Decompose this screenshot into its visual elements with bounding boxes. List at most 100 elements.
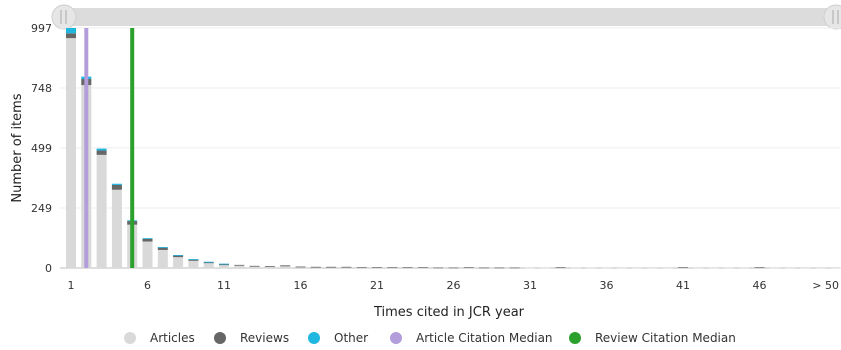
bar-articles-47: [769, 267, 780, 269]
bar-articles-44: [723, 267, 734, 269]
bar-reviews-28: [479, 267, 490, 269]
bar-articles-45: [739, 267, 750, 269]
bar-reviews-10: [203, 261, 214, 264]
legend-label: Other: [334, 331, 368, 345]
bar-articles-37: [616, 267, 627, 269]
bar-articles-7: [157, 249, 168, 268]
bar-articles-43: [708, 267, 719, 269]
bar-articles-1: [66, 38, 76, 268]
bar-other-10: [203, 261, 214, 263]
y-tick-label: 997: [31, 22, 52, 35]
bar-reviews-30: [509, 267, 520, 269]
legend: Articles Reviews Other Article Citation Med…: [124, 331, 736, 345]
bar-other-3: [96, 148, 107, 151]
bar-articles-19: [341, 267, 352, 269]
bar-articles-50: [815, 267, 826, 269]
y-axis-ticks: 0 249 499 748 997: [31, 22, 52, 275]
legend-swatch: [569, 332, 581, 344]
bar-articles-48: [785, 267, 796, 269]
legend-swatch: [124, 332, 136, 344]
bar-other-9: [188, 259, 199, 260]
bar-reviews-26: [448, 267, 459, 269]
y-tick-label: 499: [31, 142, 52, 155]
y-axis-label: Number of items: [10, 93, 25, 202]
zoom-handle-right[interactable]: [823, 4, 841, 30]
legend-swatch: [308, 332, 320, 344]
y-tick-label: 0: [45, 262, 52, 275]
bar-articles-4: [111, 189, 122, 268]
bar-reviews-18: [326, 266, 337, 268]
legend-swatch: [390, 332, 402, 344]
zoom-scrollbar-track[interactable]: [52, 8, 838, 26]
bar-other-6: [142, 238, 153, 239]
legend-label: Article Citation Median: [416, 331, 553, 345]
bar-reviews-1: [66, 33, 76, 39]
median-lines: [84, 28, 135, 268]
y-tick-label: 249: [31, 202, 52, 215]
bar-reviews-20: [356, 267, 367, 269]
bar-reviews-29: [494, 267, 505, 269]
y-tick-label: 748: [31, 82, 52, 95]
bar-articles-34: [570, 267, 581, 269]
zoom-scrollbar[interactable]: [51, 4, 841, 30]
bar-reviews-23: [402, 267, 413, 269]
x-axis-ticks: 1 6 11 16 21 26 31 36 41 46 > 50: [68, 279, 840, 292]
x-tick-label: 6: [144, 279, 151, 292]
bar-articles-15: [280, 266, 291, 268]
x-tick-label: 26: [447, 279, 461, 292]
bar-reviews-15: [280, 265, 291, 267]
bar-reviews-41: [678, 267, 688, 269]
bar-articles-31: [525, 267, 535, 269]
bar-other-4: [111, 183, 122, 185]
legend-label: Review Citation Median: [595, 331, 736, 345]
x-tick-label: 11: [217, 279, 231, 292]
bar-reviews-13: [249, 265, 260, 267]
bar-reviews-21: [372, 267, 382, 269]
legend-label: Reviews: [240, 331, 289, 345]
bar-reviews-11: [219, 263, 229, 266]
bar-reviews-6: [142, 238, 153, 242]
grid-lines: [60, 27, 840, 269]
bar-other-11: [219, 263, 229, 265]
bar-articles-51: [831, 267, 841, 269]
bar-reviews-8: [173, 255, 184, 258]
bar-articles-36: [601, 267, 612, 269]
x-tick-label: 16: [294, 279, 308, 292]
bar-reviews-33: [555, 267, 566, 269]
bar-articles-6: [142, 241, 153, 268]
x-tick-label: 36: [600, 279, 614, 292]
bar-reviews-17: [310, 266, 321, 268]
bar-articles-17: [310, 267, 321, 269]
bar-articles-8: [173, 257, 184, 268]
bar-articles-16: [295, 267, 306, 268]
bar-articles-10: [203, 263, 214, 268]
legend-item-reviews: Reviews: [214, 331, 289, 345]
legend-swatch: [214, 332, 226, 344]
bar-other-1: [66, 28, 76, 34]
bar-articles-9: [188, 260, 199, 268]
zoom-handle-left[interactable]: [51, 4, 77, 30]
bar-reviews-27: [463, 267, 474, 269]
legend-label: Articles: [150, 331, 195, 345]
bar-reviews-16: [295, 266, 306, 268]
bar-articles-32: [540, 267, 551, 269]
legend-item-articles: Articles: [124, 331, 195, 345]
x-tick-label: 46: [753, 279, 767, 292]
bar-reviews-4: [111, 184, 122, 190]
x-tick-label: 1: [68, 279, 75, 292]
bar-reviews-19: [341, 266, 352, 268]
x-tick-label: > 50: [812, 279, 839, 292]
bar-articles-12: [234, 265, 245, 268]
bar-articles-39: [647, 267, 658, 269]
x-tick-label: 21: [370, 279, 384, 292]
legend-item-other: Other: [308, 331, 368, 345]
bar-articles-3: [96, 154, 107, 268]
bar-reviews-24: [417, 267, 428, 269]
bar-reviews-9: [188, 259, 199, 261]
x-tick-label: 31: [523, 279, 537, 292]
bar-articles-13: [249, 266, 260, 268]
bar-articles-18: [326, 267, 337, 269]
x-axis-label: Times cited in JCR year: [373, 305, 525, 320]
bar-reviews-14: [264, 266, 275, 267]
